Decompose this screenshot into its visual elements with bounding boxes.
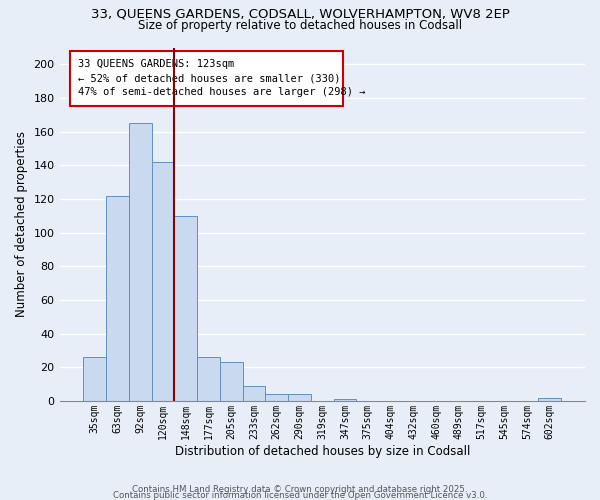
Bar bbox=[334, 399, 356, 401]
Bar bbox=[538, 398, 561, 401]
Text: Contains public sector information licensed under the Open Government Licence v3: Contains public sector information licen… bbox=[113, 490, 487, 500]
Text: Size of property relative to detached houses in Codsall: Size of property relative to detached ho… bbox=[138, 19, 462, 32]
Bar bbox=[265, 394, 288, 401]
Bar bbox=[242, 386, 265, 401]
Bar bbox=[288, 394, 311, 401]
Text: Contains HM Land Registry data © Crown copyright and database right 2025.: Contains HM Land Registry data © Crown c… bbox=[132, 484, 468, 494]
X-axis label: Distribution of detached houses by size in Codsall: Distribution of detached houses by size … bbox=[175, 444, 470, 458]
FancyBboxPatch shape bbox=[70, 51, 343, 106]
Text: 33, QUEENS GARDENS, CODSALL, WOLVERHAMPTON, WV8 2EP: 33, QUEENS GARDENS, CODSALL, WOLVERHAMPT… bbox=[91, 8, 509, 20]
Bar bbox=[197, 357, 220, 401]
Y-axis label: Number of detached properties: Number of detached properties bbox=[15, 131, 28, 317]
Bar bbox=[175, 216, 197, 401]
Text: 33 QUEENS GARDENS: 123sqm
← 52% of detached houses are smaller (330)
47% of semi: 33 QUEENS GARDENS: 123sqm ← 52% of detac… bbox=[78, 60, 365, 98]
Bar bbox=[152, 162, 175, 401]
Bar bbox=[220, 362, 242, 401]
Bar bbox=[129, 123, 152, 401]
Bar bbox=[106, 196, 129, 401]
Bar bbox=[83, 357, 106, 401]
